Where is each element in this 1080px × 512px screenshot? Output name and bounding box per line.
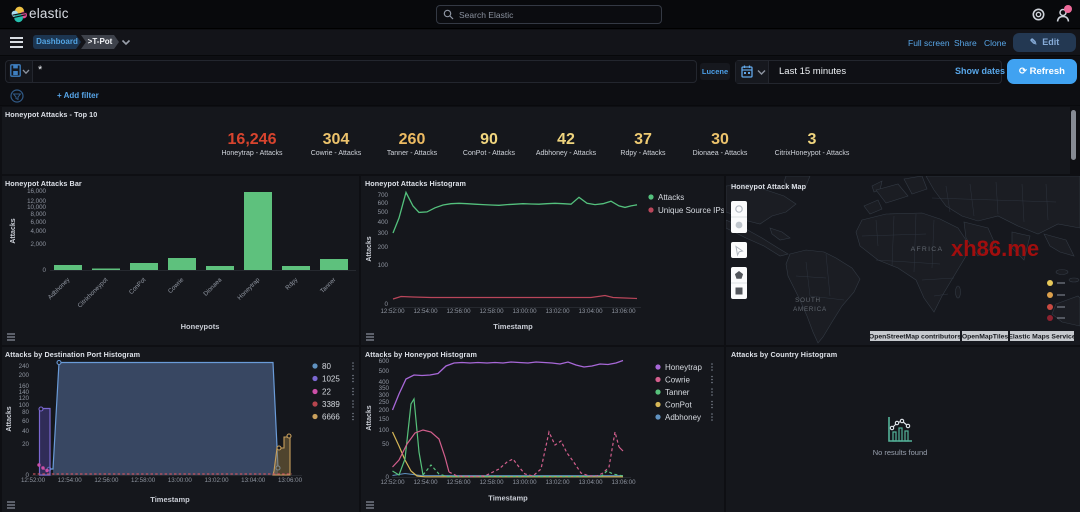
svg-text:Attacks: Attacks [366,236,373,261]
svg-text:0: 0 [43,267,47,274]
svg-text:Adbhoney: Adbhoney [47,276,72,301]
svg-text:0: 0 [386,474,390,481]
svg-text:12:52:00: 12:52:00 [380,308,405,315]
svg-text:600: 600 [378,200,389,207]
svg-text:Attacks: Attacks [10,218,17,243]
svg-text:240: 240 [19,363,30,370]
svg-text:100: 100 [379,427,390,434]
svg-text:200: 200 [378,244,389,251]
svg-text:22: 22 [322,388,331,397]
svg-text:4,000: 4,000 [31,228,47,235]
svg-text:OpenMapTiles: OpenMapTiles [962,334,1009,341]
svg-text:Cowrie: Cowrie [665,376,690,385]
svg-text:500: 500 [378,209,389,216]
svg-text:Attacks: Attacks [366,405,373,430]
svg-text:400: 400 [379,379,390,386]
svg-text:Tanner: Tanner [319,276,337,294]
svg-text:10,000: 10,000 [27,204,46,211]
svg-text:3389: 3389 [322,400,340,409]
svg-text:12:52:00: 12:52:00 [21,477,46,484]
svg-text:100: 100 [378,262,389,269]
svg-text:12:56:00: 12:56:00 [446,308,471,315]
svg-text:SOUTH: SOUTH [795,297,821,304]
svg-text:12,000: 12,000 [27,198,46,205]
svg-text:200: 200 [379,407,390,414]
svg-text:xh86.me: xh86.me [951,236,1039,261]
svg-text:12:54:00: 12:54:00 [413,479,438,486]
svg-text:80: 80 [322,362,331,371]
svg-text:Honeypots: Honeypots [181,322,220,331]
svg-text:250: 250 [379,399,390,406]
svg-text:700: 700 [378,192,389,199]
svg-text:13:00:00: 13:00:00 [512,308,537,315]
svg-text:400: 400 [378,219,389,226]
svg-text:20: 20 [22,441,29,448]
svg-text:Attacks: Attacks [6,406,13,431]
svg-text:300: 300 [378,230,389,237]
svg-text:OpenStreetMap contributors: OpenStreetMap contributors [869,334,961,341]
svg-text:150: 150 [379,416,390,423]
svg-text:Citrixhoneypot: Citrixhoneypot [76,276,109,309]
svg-text:Timestamp: Timestamp [493,322,533,331]
svg-text:600: 600 [379,358,390,365]
svg-text:200: 200 [19,372,30,379]
svg-text:350: 350 [379,385,390,392]
svg-text:13:02:00: 13:02:00 [545,479,570,486]
svg-text:13:04:00: 13:04:00 [578,479,603,486]
svg-text:40: 40 [22,428,29,435]
svg-text:Attacks: Attacks [658,193,684,202]
svg-text:120: 120 [19,395,30,402]
svg-text:6666: 6666 [322,413,340,422]
svg-text:ConPot: ConPot [665,401,692,410]
svg-text:Honeytrap: Honeytrap [236,276,262,302]
svg-text:13:02:00: 13:02:00 [204,477,229,484]
svg-text:Cowrie: Cowrie [167,276,186,295]
svg-text:Elastic Maps Service: Elastic Maps Service [1008,334,1075,341]
svg-text:140: 140 [19,389,30,396]
svg-text:13:06:00: 13:06:00 [611,479,636,486]
svg-text:13:06:00: 13:06:00 [611,308,636,315]
svg-text:1025: 1025 [322,375,340,384]
svg-text:2,000: 2,000 [31,241,47,248]
svg-text:AMERICA: AMERICA [793,306,827,313]
svg-text:13:04:00: 13:04:00 [578,308,603,315]
svg-text:12:52:00: 12:52:00 [380,479,405,486]
svg-text:6,000: 6,000 [31,219,47,226]
svg-text:ConPot: ConPot [128,276,148,296]
svg-text:80: 80 [22,409,29,416]
svg-text:8,000: 8,000 [31,211,47,218]
svg-text:100: 100 [19,402,30,409]
svg-text:Tanner: Tanner [665,388,690,397]
svg-text:12:58:00: 12:58:00 [479,308,504,315]
svg-text:12:54:00: 12:54:00 [413,308,438,315]
svg-text:13:06:00: 13:06:00 [278,477,303,484]
svg-text:13:00:00: 13:00:00 [168,477,193,484]
svg-text:60: 60 [22,418,29,425]
svg-text:Timestamp: Timestamp [488,494,528,503]
svg-text:12:58:00: 12:58:00 [479,479,504,486]
svg-text:12:58:00: 12:58:00 [131,477,156,484]
svg-text:Timestamp: Timestamp [150,495,190,504]
svg-text:AFRICA: AFRICA [911,246,944,253]
svg-text:500: 500 [379,368,390,375]
svg-text:0: 0 [26,472,30,479]
svg-text:13:04:00: 13:04:00 [241,477,266,484]
svg-text:13:02:00: 13:02:00 [545,308,570,315]
svg-text:16,000: 16,000 [27,188,46,195]
svg-text:12:56:00: 12:56:00 [94,477,119,484]
svg-text:160: 160 [19,383,30,390]
svg-text:50: 50 [382,441,389,448]
svg-text:13:00:00: 13:00:00 [512,479,537,486]
svg-text:Honeytrap: Honeytrap [665,363,702,372]
svg-text:Dionaea: Dionaea [202,276,224,298]
svg-text:12:56:00: 12:56:00 [446,479,471,486]
svg-text:Unique Source IPs: Unique Source IPs [658,206,724,215]
svg-text:Adbhoney: Adbhoney [665,413,701,422]
svg-text:300: 300 [379,392,390,399]
svg-text:0: 0 [385,301,389,308]
svg-text:12:54:00: 12:54:00 [58,477,83,484]
svg-text:Rdpy: Rdpy [284,276,300,292]
